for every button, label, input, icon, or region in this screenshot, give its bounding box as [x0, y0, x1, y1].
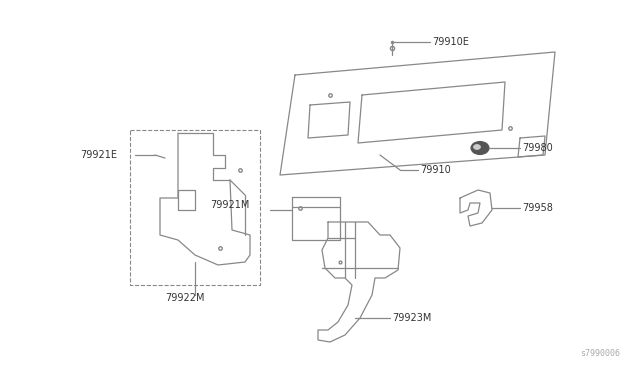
Text: 79921E: 79921E: [80, 150, 117, 160]
Text: 79958: 79958: [522, 203, 553, 213]
Text: 79921M: 79921M: [210, 200, 250, 210]
Text: 79923M: 79923M: [392, 313, 431, 323]
Text: s7990006: s7990006: [580, 349, 620, 358]
Text: 79910: 79910: [420, 165, 451, 175]
Ellipse shape: [474, 144, 481, 150]
Ellipse shape: [471, 141, 489, 154]
Text: 79922M: 79922M: [165, 293, 205, 303]
Text: 79980: 79980: [522, 143, 553, 153]
Text: 79910E: 79910E: [432, 37, 469, 47]
